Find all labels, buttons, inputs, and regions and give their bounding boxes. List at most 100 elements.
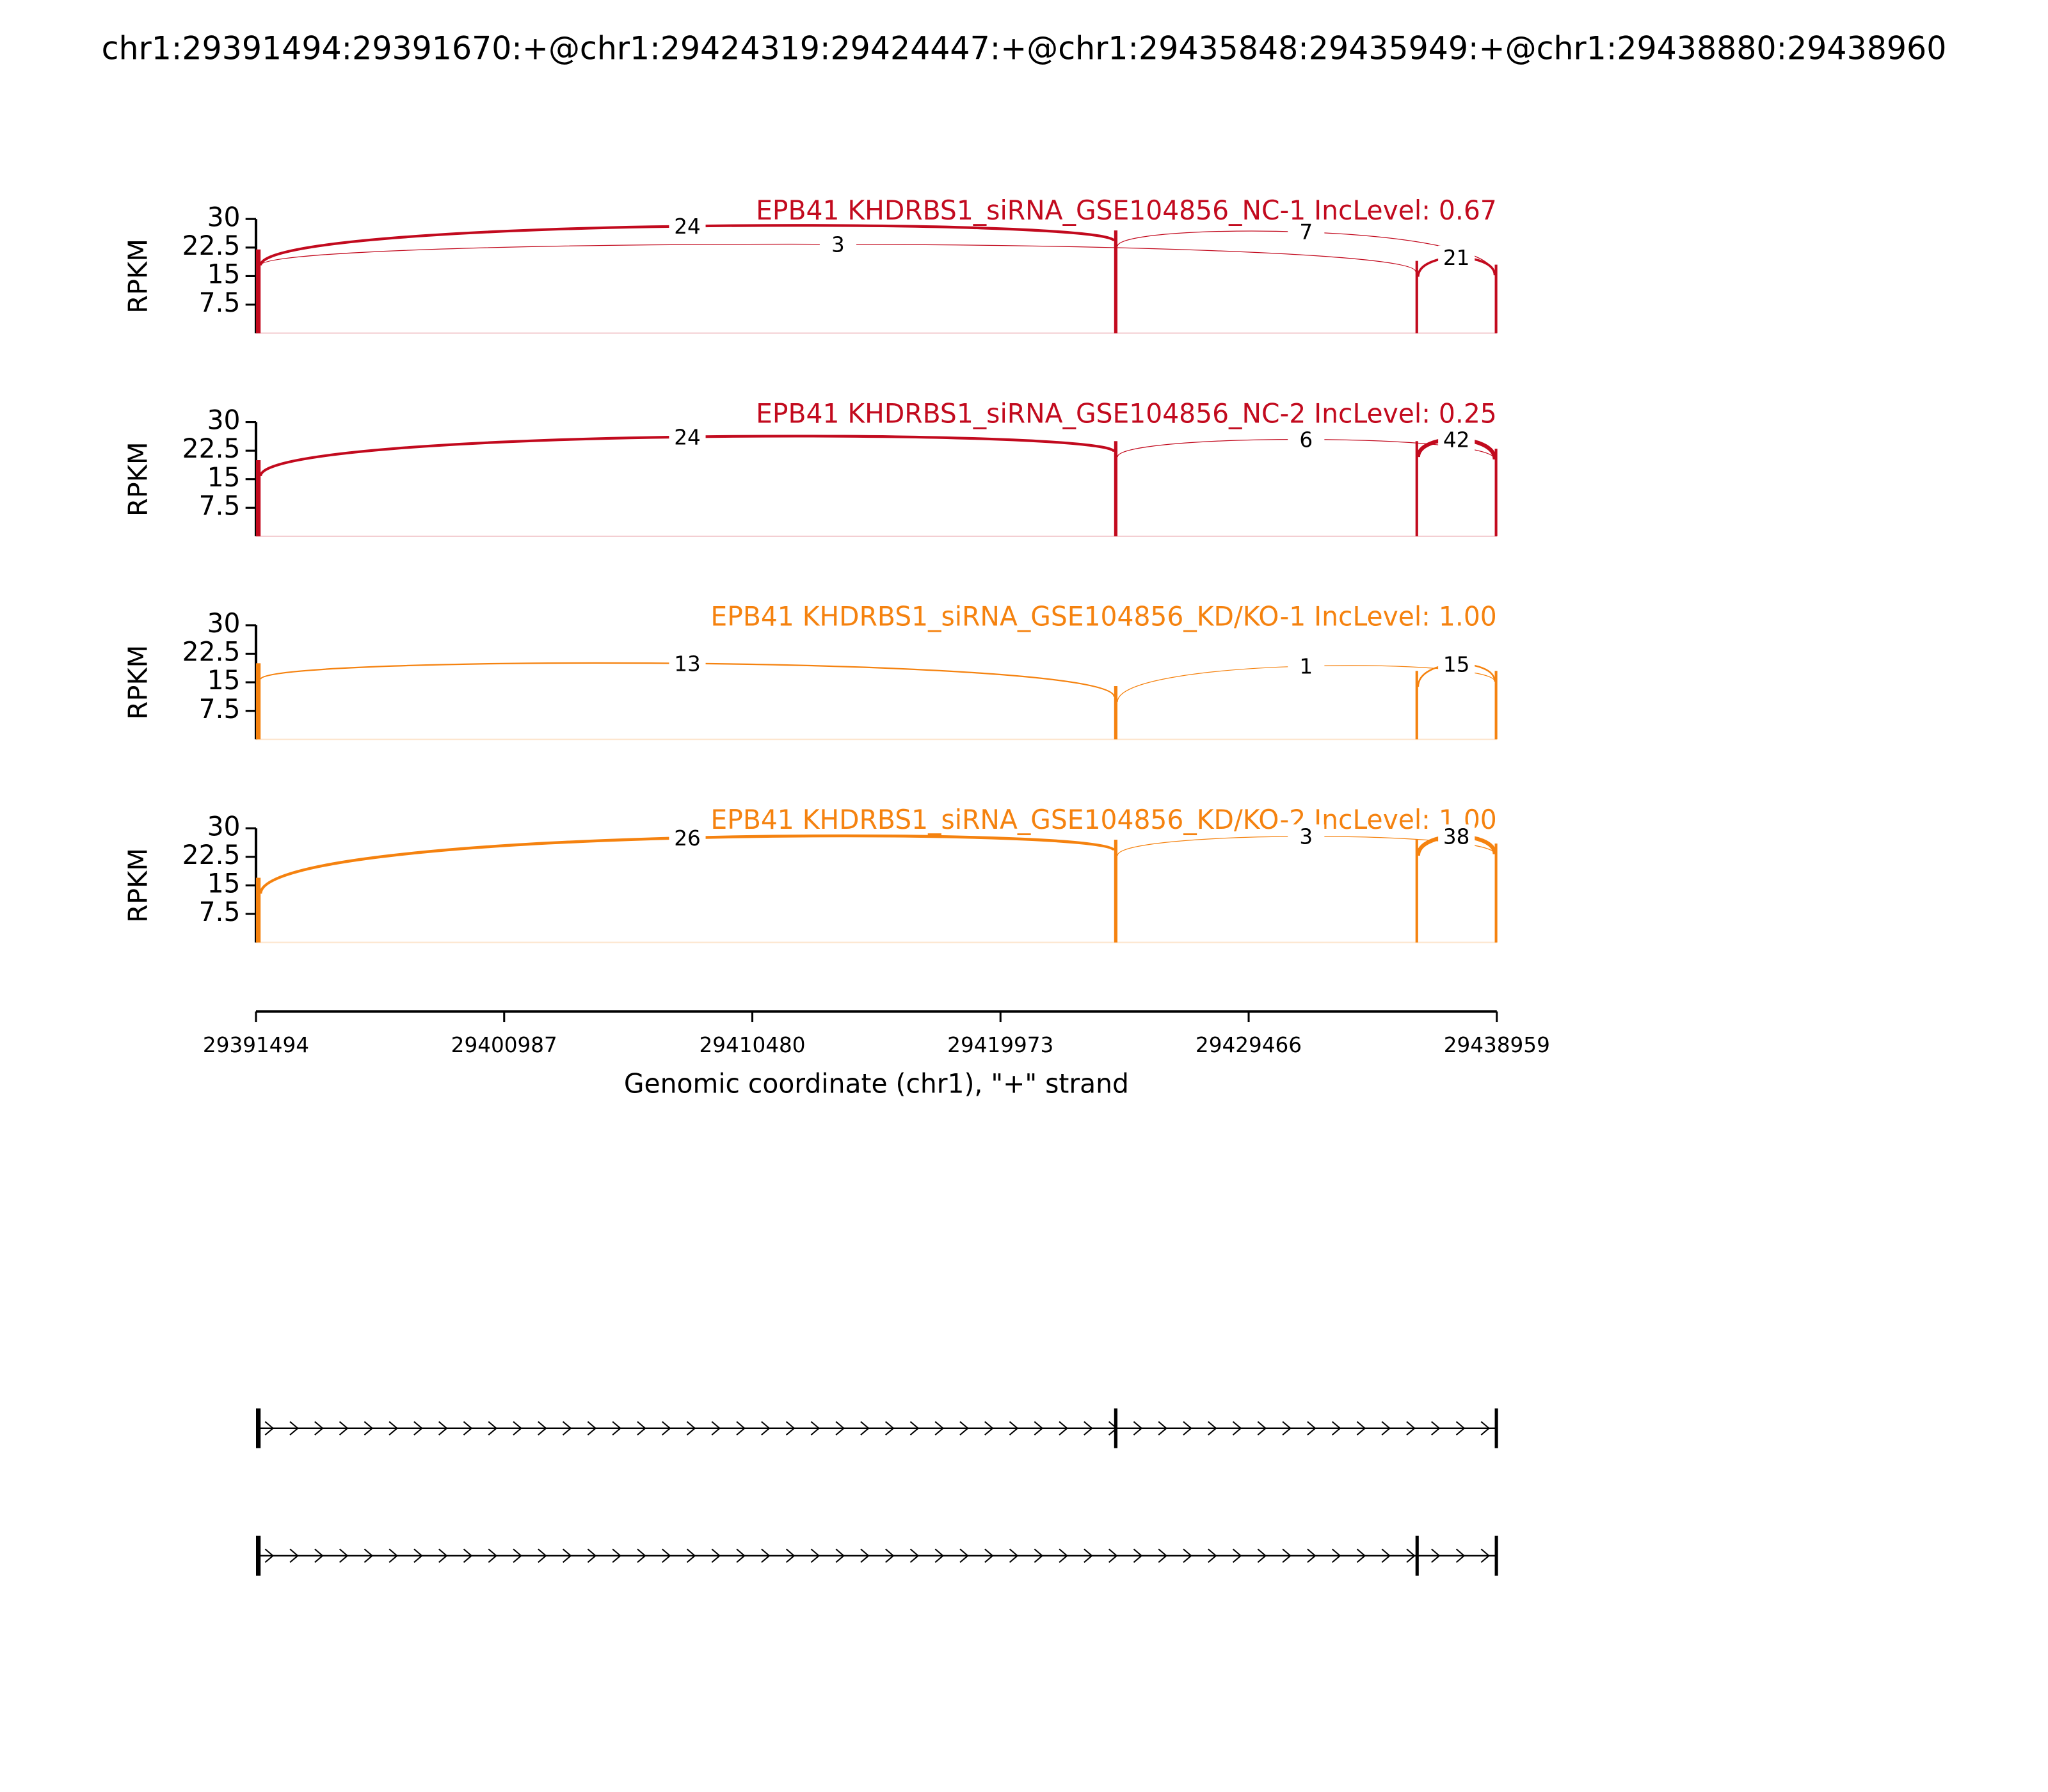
coverage-bar (1114, 230, 1118, 333)
figure-title: chr1:29391494:29391670:+@chr1:29424319:2… (102, 29, 1947, 67)
strand-chevron (1133, 1548, 1143, 1563)
strand-chevron (1282, 1548, 1292, 1563)
y-tick-label: 22.5 (182, 840, 241, 870)
strand-chevron (1158, 1421, 1168, 1436)
strand-chevron (785, 1548, 796, 1563)
coverage-bar (1415, 840, 1418, 943)
strand-chevron (1208, 1421, 1217, 1436)
panel-title: EPB41 KHDRBS1_siRNA_GSE104856_KD/KO-1 In… (710, 601, 1496, 632)
strand-chevron (785, 1421, 796, 1436)
y-tick-label: 7.5 (199, 897, 241, 927)
coverage-bar (1114, 686, 1118, 740)
exon (256, 1408, 261, 1448)
strand-chevron (1084, 1421, 1093, 1436)
junction-count: 26 (674, 826, 701, 851)
strand-chevron (612, 1548, 621, 1563)
strand-chevron (413, 1421, 423, 1436)
y-tick-label: 22.5 (182, 636, 241, 667)
strand-chevron (1257, 1421, 1267, 1436)
x-tick-label: 29391494 (203, 1032, 309, 1057)
strand-chevron (909, 1421, 920, 1436)
junction-count: 24 (674, 424, 701, 449)
strand-chevron (984, 1548, 994, 1563)
y-axis-label: RPKM (123, 239, 154, 314)
strand-chevron (488, 1548, 498, 1563)
strand-chevron (1406, 1548, 1416, 1563)
strand-chevron (835, 1421, 845, 1436)
strand-chevron (388, 1548, 399, 1563)
panel-title: EPB41 KHDRBS1_siRNA_GSE104856_KD/KO-2 In… (710, 804, 1496, 835)
strand-chevron (736, 1548, 746, 1563)
coverage-bar (1494, 844, 1498, 943)
strand-chevron (513, 1421, 522, 1436)
strand-chevron (711, 1548, 721, 1563)
strand-chevron (438, 1548, 448, 1563)
strand-chevron (885, 1548, 895, 1563)
strand-chevron (438, 1421, 448, 1436)
y-tick-label: 30 (207, 608, 241, 639)
strand-chevron (1331, 1421, 1341, 1436)
strand-chevron (662, 1421, 671, 1436)
coverage-bar (1415, 260, 1418, 333)
coverage-bar (1114, 840, 1118, 943)
y-tick-label: 30 (207, 811, 241, 842)
strand-chevron (339, 1548, 349, 1563)
strand-chevron (289, 1421, 299, 1436)
strand-chevron (538, 1421, 547, 1436)
strand-chevron (1356, 1421, 1366, 1436)
strand-chevron (885, 1421, 895, 1436)
junction-count: 21 (1443, 245, 1470, 270)
junction-label-bg (819, 232, 857, 257)
strand-chevron (1232, 1421, 1242, 1436)
junction-count: 15 (1443, 652, 1470, 676)
strand-chevron (587, 1421, 597, 1436)
exon (1114, 1408, 1118, 1448)
strand-chevron (1034, 1421, 1044, 1436)
strand-chevron (1356, 1548, 1366, 1563)
strand-chevron (587, 1548, 597, 1563)
y-tick-label: 22.5 (182, 433, 241, 464)
strand-chevron (1381, 1548, 1391, 1563)
strand-chevron (1455, 1548, 1466, 1563)
strand-chevron (463, 1421, 473, 1436)
exon (1494, 1408, 1498, 1448)
strand-chevron (1158, 1548, 1168, 1563)
junction-count: 42 (1443, 427, 1470, 452)
junction-label-bg (1438, 824, 1475, 849)
strand-chevron (1009, 1548, 1019, 1563)
junction-label-bg (1438, 427, 1475, 452)
junction-label-bg (669, 424, 706, 449)
junction-count: 3 (831, 232, 845, 257)
strand-chevron (711, 1421, 721, 1436)
coverage-bar (1494, 449, 1498, 536)
coverage-bar (1494, 671, 1498, 740)
y-tick-label: 30 (207, 202, 241, 232)
strand-chevron (364, 1421, 374, 1436)
strand-chevron (1133, 1421, 1143, 1436)
strand-chevron (1307, 1421, 1316, 1436)
strand-chevron (1431, 1548, 1441, 1563)
strand-chevron (686, 1421, 696, 1436)
y-tick-label: 15 (207, 665, 241, 696)
strand-chevron (1183, 1421, 1192, 1436)
strand-chevron (1480, 1548, 1491, 1563)
y-tick-label: 15 (207, 259, 241, 289)
strand-chevron (513, 1548, 522, 1563)
strand-chevron (686, 1548, 696, 1563)
strand-chevron (388, 1421, 399, 1436)
junction-count: 13 (674, 651, 701, 676)
strand-chevron (736, 1421, 746, 1436)
junction-count: 7 (1299, 220, 1313, 244)
strand-chevron (909, 1548, 920, 1563)
coverage-bar (1494, 264, 1498, 333)
strand-chevron (934, 1421, 945, 1436)
strand-chevron (538, 1548, 547, 1563)
junction-count: 24 (674, 214, 701, 239)
x-axis-label: Genomic coordinate (chr1), "+" strand (624, 1068, 1129, 1099)
strand-chevron (1282, 1421, 1292, 1436)
strand-chevron (637, 1421, 646, 1436)
strand-chevron (314, 1421, 324, 1436)
strand-chevron (1208, 1548, 1217, 1563)
strand-chevron (1381, 1421, 1391, 1436)
strand-chevron (1307, 1548, 1316, 1563)
